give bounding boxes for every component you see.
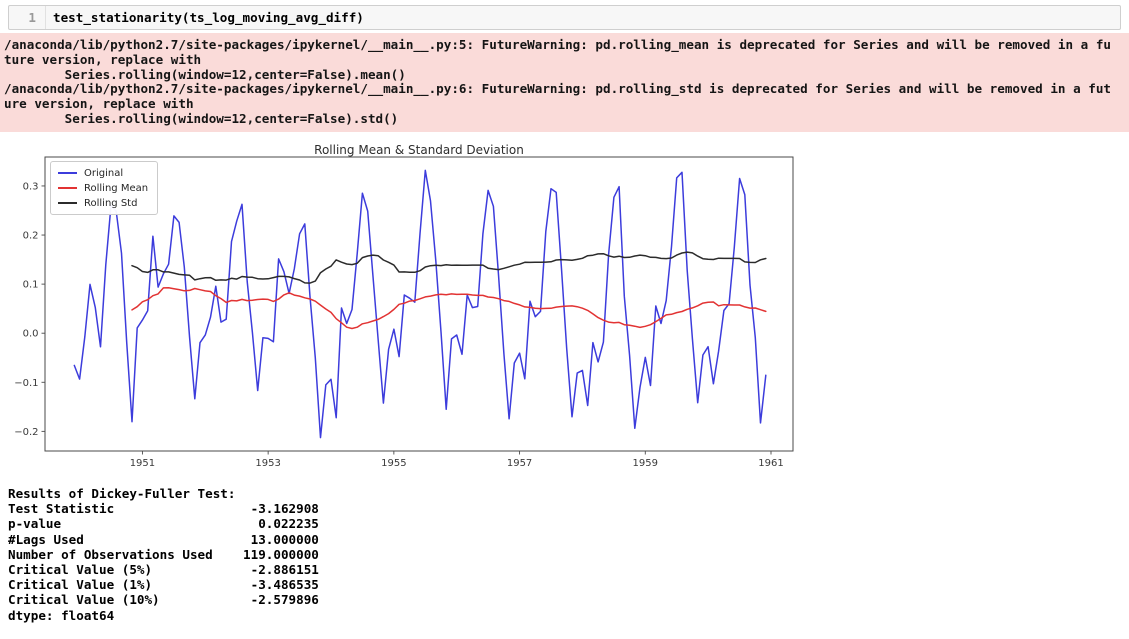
- legend-item: Rolling Std: [58, 197, 148, 209]
- x-axis-tick-label: 1959: [633, 458, 658, 469]
- chart-title: Rolling Mean & Standard Deviation: [314, 143, 524, 157]
- y-axis-tick-label: −0.2: [14, 427, 38, 438]
- plot-svg: 1951 1953 1955 1957 1959 1961 −0.2 −0.1 0.0 0.1 0.…: [14, 156, 794, 469]
- y-axis-tick-label: 0.2: [23, 231, 39, 242]
- legend-label: Rolling Std: [84, 197, 138, 209]
- x-axis-tick-label: 1951: [130, 458, 155, 469]
- text-output: Results of Dickey-Fuller Test: Test Stat…: [8, 486, 319, 623]
- plot-area: [45, 157, 793, 451]
- series-line-rolling-std: [131, 251, 767, 284]
- stderr-output: /anaconda/lib/python2.7/site-packages/ip…: [0, 33, 1129, 132]
- legend-line-sample-icon: [58, 202, 77, 204]
- figure-output: Rolling Mean & Standard Deviation 1951 19…: [8, 140, 808, 475]
- line-number: 1: [9, 6, 46, 29]
- legend-item: Rolling Mean: [58, 182, 148, 194]
- legend-line-sample-icon: [58, 172, 77, 174]
- x-axis-tick-label: 1961: [758, 458, 783, 469]
- x-axis-tick-label: 1957: [507, 458, 532, 469]
- x-axis-tick-label: 1953: [255, 458, 280, 469]
- series-line-original: [73, 169, 767, 439]
- code-line[interactable]: test_stationarity(ts_log_moving_avg_diff…: [53, 10, 364, 25]
- legend-label: Original: [84, 167, 124, 179]
- legend-line-sample-icon: [58, 187, 77, 189]
- series-line-rolling-mean: [131, 287, 767, 330]
- legend-label: Rolling Mean: [84, 182, 149, 194]
- chart-legend: Original Rolling Mean Rolling Std: [50, 161, 159, 215]
- y-axis-tick-label: −0.1: [14, 378, 38, 389]
- legend-item: Original: [58, 167, 148, 179]
- code-cell[interactable]: 1 test_stationarity(ts_log_moving_avg_di…: [8, 5, 1121, 30]
- axes-frame: [44, 156, 794, 452]
- y-axis-tick-label: 0.0: [23, 329, 39, 340]
- x-axis-tick-label: 1955: [381, 458, 406, 469]
- y-axis-tick-label: 0.1: [23, 280, 39, 291]
- y-axis-tick-label: 0.3: [23, 181, 39, 192]
